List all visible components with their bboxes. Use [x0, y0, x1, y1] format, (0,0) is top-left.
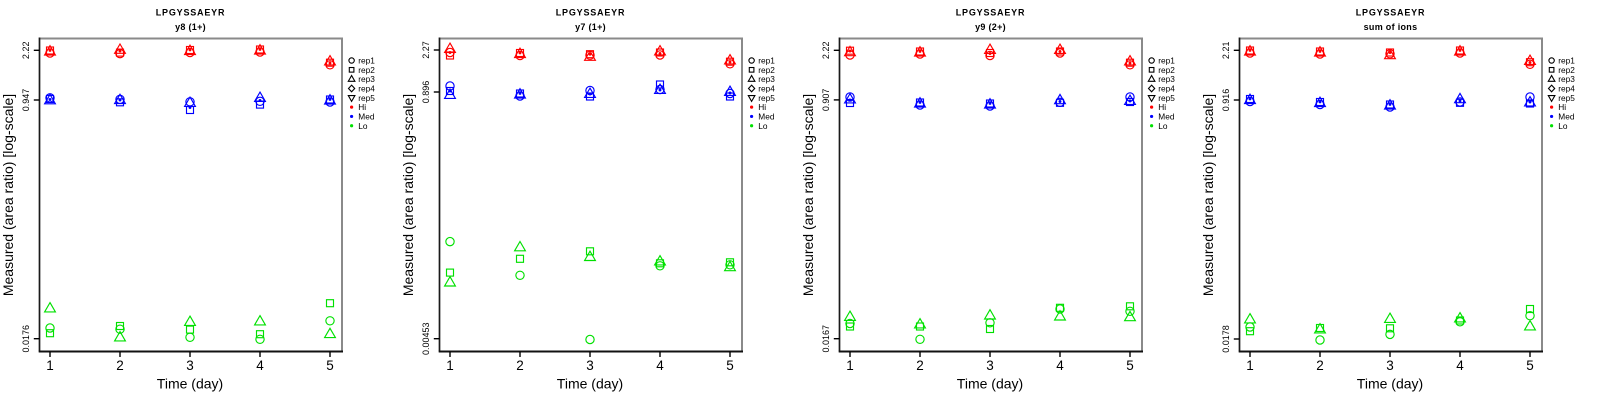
svg-text:rep3: rep3: [358, 74, 375, 84]
svg-text:0.896: 0.896: [421, 81, 431, 104]
svg-text:3: 3: [186, 358, 194, 373]
svg-text:Hi: Hi: [1558, 102, 1566, 112]
svg-text:rep2: rep2: [358, 65, 375, 75]
svg-text:3: 3: [586, 358, 594, 373]
svg-text:rep5: rep5: [758, 93, 775, 103]
svg-text:Time (day): Time (day): [957, 376, 1023, 392]
svg-text:rep1: rep1: [358, 56, 375, 66]
svg-text:Lo: Lo: [1158, 121, 1168, 131]
svg-text:4: 4: [1456, 358, 1464, 373]
svg-text:5: 5: [326, 358, 334, 373]
svg-text:2.27: 2.27: [421, 41, 431, 59]
svg-text:rep2: rep2: [1558, 65, 1575, 75]
svg-text:Med: Med: [358, 112, 375, 122]
svg-text:rep2: rep2: [758, 65, 775, 75]
svg-text:Time (day): Time (day): [557, 376, 623, 392]
svg-text:Time (day): Time (day): [1357, 376, 1423, 392]
svg-text:0.0178: 0.0178: [1221, 325, 1231, 353]
svg-text:sum of ions: sum of ions: [1364, 22, 1418, 32]
svg-text:rep5: rep5: [1158, 93, 1175, 103]
svg-text:rep3: rep3: [1158, 74, 1175, 84]
svg-text:5: 5: [1126, 358, 1134, 373]
svg-text:Med: Med: [1158, 112, 1175, 122]
svg-text:5: 5: [726, 358, 734, 373]
svg-text:3: 3: [1386, 358, 1394, 373]
svg-text:rep4: rep4: [358, 84, 375, 94]
svg-text:1: 1: [846, 358, 854, 373]
svg-text:rep1: rep1: [1158, 56, 1175, 66]
svg-text:rep4: rep4: [1558, 84, 1575, 94]
svg-text:4: 4: [256, 358, 264, 373]
svg-text:rep5: rep5: [1558, 93, 1575, 103]
svg-text:2.21: 2.21: [1221, 42, 1231, 60]
svg-text:y7 (1+): y7 (1+): [575, 22, 606, 32]
svg-text:1: 1: [46, 358, 54, 373]
svg-text:LPGYSSAEYR: LPGYSSAEYR: [1356, 8, 1426, 18]
svg-text:rep3: rep3: [1558, 74, 1575, 84]
svg-text:Hi: Hi: [758, 102, 766, 112]
svg-text:Measured (area ratio) [log-sca: Measured (area ratio) [log-scale]: [0, 94, 16, 296]
svg-text:rep5: rep5: [358, 93, 375, 103]
svg-text:2: 2: [916, 358, 924, 373]
svg-text:0.947: 0.947: [21, 89, 31, 112]
svg-text:rep4: rep4: [1158, 84, 1175, 94]
svg-text:2.22: 2.22: [821, 42, 831, 60]
svg-text:Med: Med: [1558, 112, 1575, 122]
svg-text:LPGYSSAEYR: LPGYSSAEYR: [156, 8, 226, 18]
svg-text:2: 2: [1316, 358, 1324, 373]
svg-text:Time (day): Time (day): [157, 376, 223, 392]
svg-text:Hi: Hi: [358, 102, 366, 112]
svg-text:5: 5: [1526, 358, 1534, 373]
svg-text:0.907: 0.907: [821, 89, 831, 112]
svg-text:y9 (2+): y9 (2+): [975, 22, 1006, 32]
svg-text:Hi: Hi: [1158, 102, 1166, 112]
svg-text:1: 1: [446, 358, 454, 373]
svg-text:Lo: Lo: [358, 121, 368, 131]
svg-text:LPGYSSAEYR: LPGYSSAEYR: [956, 8, 1026, 18]
svg-text:0.916: 0.916: [1221, 89, 1231, 112]
svg-text:Lo: Lo: [1558, 121, 1568, 131]
svg-text:2: 2: [516, 358, 524, 373]
svg-text:rep1: rep1: [758, 56, 775, 66]
svg-text:0.00453: 0.00453: [421, 322, 431, 355]
svg-text:2.22: 2.22: [21, 42, 31, 60]
svg-text:Measured (area ratio) [log-sca: Measured (area ratio) [log-scale]: [1200, 94, 1216, 296]
svg-text:0.0167: 0.0167: [821, 325, 831, 353]
svg-text:2: 2: [116, 358, 124, 373]
svg-text:rep3: rep3: [758, 74, 775, 84]
svg-text:1: 1: [1246, 358, 1254, 373]
svg-text:rep4: rep4: [758, 84, 775, 94]
svg-text:0.0176: 0.0176: [21, 325, 31, 353]
svg-text:y8 (1+): y8 (1+): [175, 22, 206, 32]
svg-text:4: 4: [1056, 358, 1064, 373]
svg-text:Measured (area ratio) [log-sca: Measured (area ratio) [log-scale]: [800, 94, 816, 296]
svg-text:rep2: rep2: [1158, 65, 1175, 75]
svg-text:Med: Med: [758, 112, 775, 122]
svg-text:4: 4: [656, 358, 664, 373]
svg-text:3: 3: [986, 358, 994, 373]
svg-text:LPGYSSAEYR: LPGYSSAEYR: [556, 8, 626, 18]
svg-text:Lo: Lo: [758, 121, 768, 131]
svg-text:Measured (area ratio) [log-sca: Measured (area ratio) [log-scale]: [400, 94, 416, 296]
svg-text:rep1: rep1: [1558, 56, 1575, 66]
